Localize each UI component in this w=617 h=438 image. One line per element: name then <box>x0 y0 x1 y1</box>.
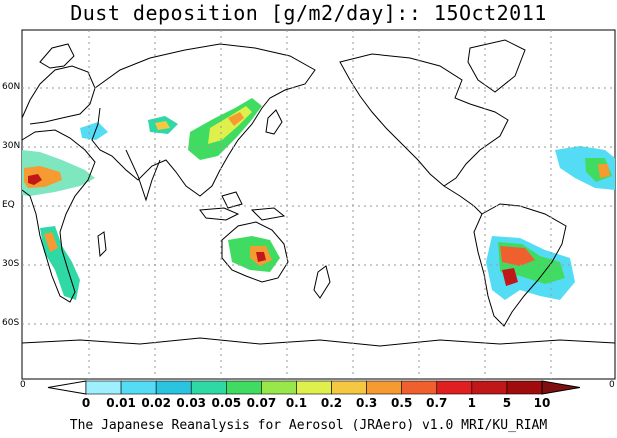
credit-line: The Japanese Reanalysis for Aerosol (JRA… <box>69 418 548 433</box>
lat-label-eq: EQ <box>2 200 15 210</box>
colorbar-tick-label: 0.03 <box>176 396 207 410</box>
colorbar-swatch <box>296 380 332 395</box>
dust-south-america-peak <box>502 268 518 286</box>
colorbar <box>47 380 581 395</box>
colorbar-tick-label: 0.05 <box>211 396 242 410</box>
colorbar-tick-label: 0 <box>81 396 91 410</box>
dust-shading <box>22 98 615 300</box>
colorbar-tick-label: 0.07 <box>246 396 277 410</box>
lat-label-30n: 30N <box>2 141 21 151</box>
coast-new-zealand <box>313 265 331 299</box>
colorbar-swatch <box>471 380 508 395</box>
map-title: Dust deposition [g/m2/day]:: 15Oct2011 <box>70 1 547 25</box>
colorbar-swatch <box>506 380 543 395</box>
lon-label-right: 0 <box>609 380 615 390</box>
colorbar-swatch <box>331 380 367 395</box>
coast-north-america <box>339 53 509 187</box>
colorbar-tick-label: 1 <box>467 396 477 410</box>
coast-central-america <box>443 185 483 215</box>
coast-asia <box>91 43 316 197</box>
colorbar-tick-label: 10 <box>533 396 551 410</box>
coast-australia <box>221 221 289 283</box>
coastlines <box>21 39 616 347</box>
coast-africa <box>21 129 96 303</box>
colorbar-swatch <box>436 380 473 395</box>
dust-caribbean-peak <box>598 164 610 178</box>
colorbar-swatch <box>401 380 438 395</box>
lat-label-60s: 60S <box>2 318 20 328</box>
map-frame <box>21 29 616 380</box>
colorbar-swatch <box>155 380 192 395</box>
coast-antarctica <box>21 337 616 347</box>
coast-scandinavia <box>39 43 75 69</box>
colorbar-tick-label: 0.1 <box>285 396 308 410</box>
coast-india <box>125 149 161 202</box>
coast-borneo <box>221 191 243 209</box>
coast-new-guinea <box>250 207 286 221</box>
dust-south-africa-core <box>44 232 58 252</box>
colorbar-tick-label: 0.02 <box>141 396 171 410</box>
colorbar-swatch <box>366 380 402 395</box>
colorbar-tick-label: 0.7 <box>426 396 448 410</box>
dust-australia-peak <box>256 252 266 262</box>
colorbar-arrow-low <box>47 380 87 395</box>
dust-south-america-core <box>500 246 535 266</box>
lat-label-30s: 30S <box>2 259 20 269</box>
dust-east-asia-peak <box>228 112 244 126</box>
coast-south-america <box>473 203 567 327</box>
colorbar-arrow-high <box>541 380 581 395</box>
coast-madagascar <box>97 231 107 258</box>
coast-greenland <box>467 39 526 93</box>
colorbar-tick-label: 0.3 <box>355 396 378 410</box>
colorbar-tick-label: 5 <box>502 396 512 410</box>
colorbar-tick-label: 0.01 <box>106 396 136 410</box>
colorbar-swatch <box>261 380 297 395</box>
lat-label-60n: 60N <box>2 82 21 92</box>
colorbar-swatch <box>190 380 227 395</box>
gridlines <box>22 30 615 379</box>
dust-arabia <box>80 122 108 140</box>
coast-japan <box>265 109 283 135</box>
coast-europe <box>21 65 96 125</box>
dust-sahara-peak <box>28 174 42 185</box>
colorbar-swatch <box>226 380 262 395</box>
colorbar-tick-label: 0.5 <box>391 396 413 410</box>
coast-indonesia <box>199 207 240 221</box>
colorbar-tick-label: 0.2 <box>320 396 343 410</box>
colorbar-swatch <box>85 380 122 395</box>
lon-label-left: 0 <box>20 380 26 390</box>
colorbar-swatch <box>120 380 157 395</box>
dust-central-asia-core <box>155 121 170 130</box>
